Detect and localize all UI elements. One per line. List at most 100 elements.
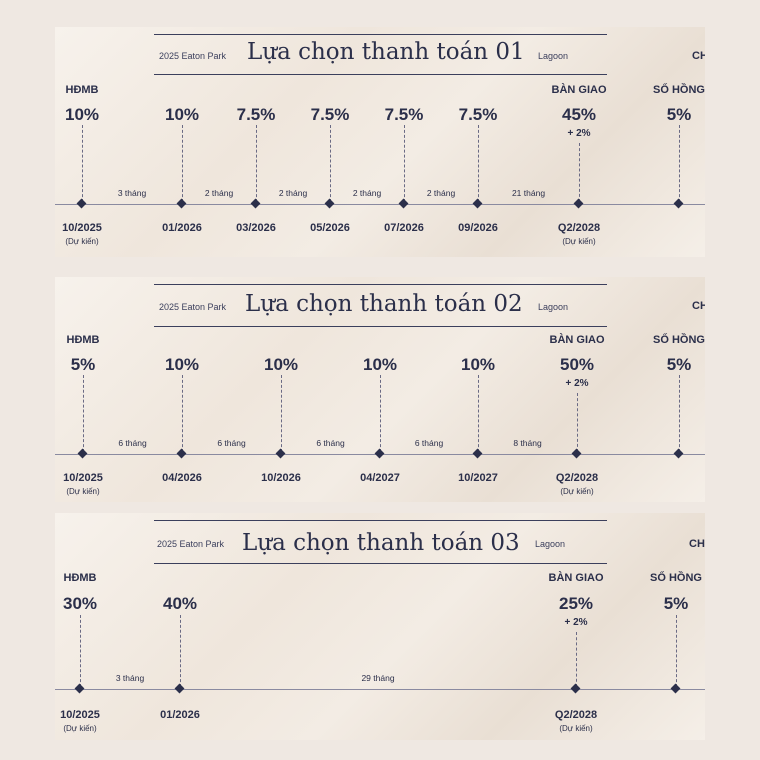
milestone-date: 10/2025 <box>62 222 102 234</box>
milestone-connector <box>380 375 381 452</box>
header-rule <box>154 34 607 35</box>
milestone-note: (Dự kiến) <box>560 487 594 496</box>
milestone: HĐMB 10% 10/2025 (Dự kiến) <box>55 27 127 257</box>
milestone: 10% 04/2026 <box>137 277 227 502</box>
milestone-marker <box>77 448 88 459</box>
milestone-percent: 5% <box>663 594 689 613</box>
milestone-date: Q2/2028 <box>555 472 599 484</box>
milestone-label: HĐMB <box>63 572 97 584</box>
milestone-connector <box>330 125 331 202</box>
milestone: 10% 10/2026 <box>236 277 326 502</box>
milestone-note: (Dự kiến) <box>559 724 593 733</box>
milestone-percent: 45% <box>561 105 597 124</box>
milestone-date: 10/2025 <box>63 472 103 484</box>
milestone-connector <box>80 615 81 687</box>
brand-right: Lagoon <box>538 302 569 312</box>
milestone-connector <box>404 125 405 202</box>
milestone-marker <box>571 448 582 459</box>
interval-label: 6 tháng <box>316 438 345 448</box>
interval-label: 21 tháng <box>511 188 546 198</box>
milestone-label: HĐMB <box>65 84 99 96</box>
milestone: 7.5% 07/2026 <box>359 27 449 257</box>
milestone-percent: 10% <box>64 105 100 124</box>
milestone-percent: 30% <box>62 594 98 613</box>
milestone-percent: 7.5% <box>384 105 424 124</box>
milestone-percent: 25% <box>558 594 594 613</box>
plan-title: Lựa chọn thanh toán 02 <box>245 291 523 317</box>
milestone-date: Q2/2028 <box>554 709 598 721</box>
brand-left: 2025 Eaton Park <box>159 302 227 312</box>
milestone-connector <box>676 615 677 687</box>
milestone-connector <box>679 375 680 452</box>
milestone-marker <box>76 198 87 209</box>
milestone-marker <box>74 683 85 694</box>
milestone-note: (Dự kiến) <box>66 487 100 496</box>
milestone-label: SỔ HỒNG <box>650 572 702 584</box>
milestone-marker <box>472 448 483 459</box>
milestone-marker <box>472 198 483 209</box>
milestone-percent: 50% <box>559 355 595 374</box>
milestone-note: (Dự kiến) <box>65 237 99 246</box>
interval-label: 6 tháng <box>217 438 246 448</box>
milestone-date: 10/2025 <box>60 709 100 721</box>
milestone-connector <box>579 143 580 202</box>
milestone: BÀN GIAO 50% + 2% Q2/2028 (Dự kiến) <box>532 277 622 502</box>
timeline-axis <box>55 204 705 205</box>
milestone-connector <box>82 125 83 202</box>
milestone-date: Q2/2028 <box>557 222 601 234</box>
milestone-extra: + 2% <box>564 617 588 628</box>
milestone-marker <box>324 198 335 209</box>
milestone-connector <box>281 375 282 452</box>
milestone-percent: 10% <box>460 355 496 374</box>
milestone-connector <box>180 615 181 687</box>
interval-label: 3 tháng <box>117 188 147 198</box>
timeline-axis <box>55 689 705 690</box>
milestone-connector <box>576 632 577 687</box>
milestone-connector <box>256 125 257 202</box>
milestone: 40% 01/2026 <box>135 513 225 740</box>
clipped-heading: CH <box>692 300 705 312</box>
milestone-percent: 5% <box>666 105 692 124</box>
milestone-marker <box>670 683 681 694</box>
milestone-percent: 5% <box>70 355 96 374</box>
interval-label: 6 tháng <box>414 438 444 448</box>
milestone-label: SỔ HỒNG <box>653 334 705 346</box>
milestone-marker <box>570 683 581 694</box>
milestone-connector <box>577 393 578 452</box>
interval-label: 2 tháng <box>278 188 308 198</box>
milestone-connector <box>478 125 479 202</box>
brand-right: Lagoon <box>535 539 566 549</box>
brand-left: 2025 Eaton Park <box>157 539 225 549</box>
milestone: 7.5% 03/2026 <box>211 27 301 257</box>
milestone-label: BÀN GIAO <box>549 334 605 346</box>
milestone-percent: 7.5% <box>458 105 498 124</box>
milestone-percent: 7.5% <box>236 105 276 124</box>
header-rule <box>154 520 607 521</box>
milestone-percent: 5% <box>666 355 692 374</box>
milestone: HĐMB 30% 10/2025 (Dự kiến) <box>55 513 125 740</box>
milestone-date: 10/2027 <box>458 472 498 484</box>
milestone-connector <box>679 125 680 202</box>
interval-label: 3 tháng <box>115 673 145 683</box>
plan-title: Lựa chọn thanh toán 01 <box>247 39 525 65</box>
milestone-percent: 10% <box>164 105 200 124</box>
milestone-marker <box>176 448 187 459</box>
milestone-extra: + 2% <box>567 128 591 139</box>
milestone-date: 10/2026 <box>261 472 301 484</box>
milestone-extra: + 2% <box>565 378 589 389</box>
milestone-note: (Dự kiến) <box>562 237 596 246</box>
header-rule <box>154 74 607 75</box>
milestone: SỔ HỒNG 5% <box>631 513 705 740</box>
milestone-date: 01/2026 <box>160 709 200 721</box>
clipped-heading: CHI <box>689 538 705 550</box>
milestone-date: 03/2026 <box>236 222 276 234</box>
milestone-marker <box>250 198 261 209</box>
milestone-date: 04/2026 <box>162 472 202 484</box>
header-rule <box>154 326 607 327</box>
milestone-percent: 10% <box>164 355 200 374</box>
milestone-date: 01/2026 <box>162 222 202 234</box>
milestone-percent: 10% <box>362 355 398 374</box>
milestone: 10% 04/2027 <box>335 277 425 502</box>
milestone-connector <box>182 375 183 452</box>
milestone-date: 05/2026 <box>310 222 350 234</box>
